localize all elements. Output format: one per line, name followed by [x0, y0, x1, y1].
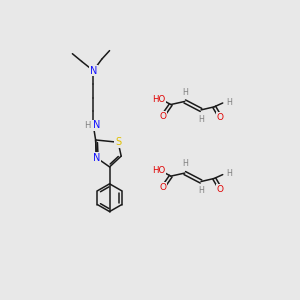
Text: O: O: [217, 185, 224, 194]
Text: N: N: [90, 66, 97, 76]
Text: H: H: [226, 169, 232, 178]
Text: O: O: [160, 112, 167, 121]
Text: H: H: [182, 88, 188, 97]
Text: HO: HO: [153, 94, 166, 103]
Text: HO: HO: [153, 166, 166, 175]
Text: O: O: [217, 113, 224, 122]
Text: H: H: [226, 98, 232, 107]
Text: H: H: [198, 186, 204, 195]
Text: N: N: [93, 120, 100, 130]
Text: N: N: [93, 153, 100, 163]
Text: H: H: [198, 115, 204, 124]
Text: H: H: [182, 159, 188, 168]
Text: S: S: [115, 137, 121, 147]
Text: O: O: [160, 183, 167, 192]
Text: H: H: [84, 121, 90, 130]
